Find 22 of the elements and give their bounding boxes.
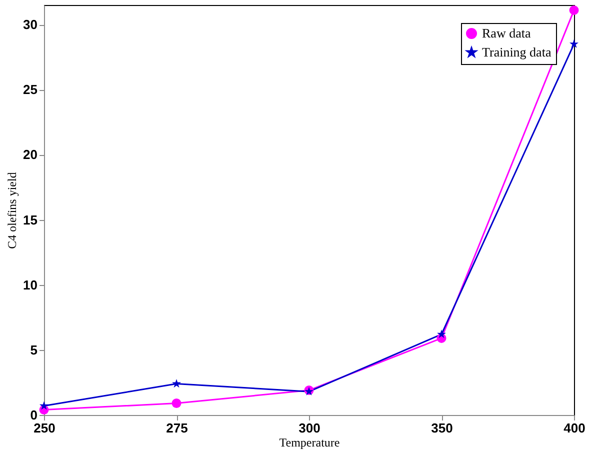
legend-label: Training data [482,44,552,60]
x-axis-title: Temperature [279,436,340,450]
x-tick-label: 350 [431,420,453,436]
point [172,398,182,408]
y-tick-label: 30 [23,17,38,32]
point [39,401,49,410]
y-tick-label: 15 [23,212,38,228]
point [172,379,182,388]
y-tick-label: 25 [23,82,38,98]
x-tick-label: 400 [564,420,586,436]
y-tick-label: 20 [23,147,38,162]
x-tick-label: 275 [166,420,188,436]
point [569,5,579,15]
point [569,39,579,48]
y-tick-label: 10 [23,277,38,292]
point [436,330,446,338]
x-tick-label: 250 [34,420,56,436]
x-tick-label: 300 [298,420,320,436]
legend-label: Raw data [482,26,531,40]
y-tick-label: 5 [30,342,38,358]
y-axis-title: C4 olefins yield [5,172,20,249]
y-tick-label: 0 [30,408,38,422]
